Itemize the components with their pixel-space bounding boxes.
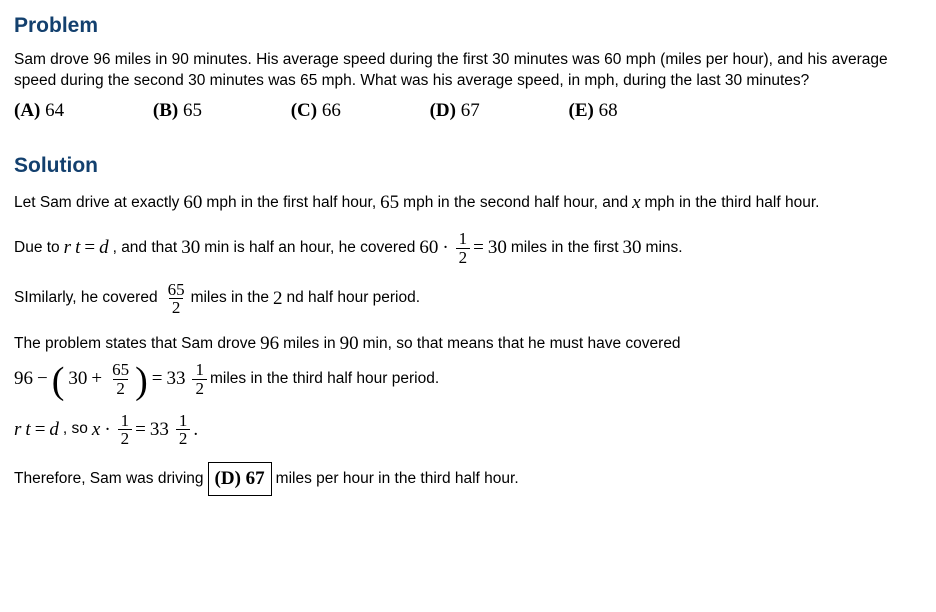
answer-choices: (A) 64 (B) 65 (C) 66 (D) 67 (E) 68 — [14, 98, 922, 124]
solution-line-1: Let Sam drive at exactly 60 mph in the f… — [14, 190, 922, 216]
boxed-answer: (D) 67 — [208, 462, 272, 496]
solution-line-2: Due to rt = d , and that 30 min is half … — [14, 230, 922, 267]
solution-line-4b: 96 − ( 30 + 65 2 ) = 33 1 2 miles in the… — [14, 361, 922, 398]
lparen: ( — [52, 364, 65, 398]
rparen: ) — [135, 364, 148, 398]
solution-heading: Solution — [14, 152, 922, 180]
solution-line-4a: The problem states that Sam drove 96 mil… — [14, 331, 922, 357]
choice-e: (E) 68 — [569, 100, 660, 121]
choice-a: (A) 64 — [14, 100, 106, 121]
fraction: 65 2 — [165, 281, 188, 318]
solution-line-5: rt = d , so x · 1 2 = 33 1 2 . — [14, 412, 922, 449]
solution-line-3: SImilarly, he covered 65 2 miles in the … — [14, 281, 922, 318]
fraction: 65 2 — [109, 361, 132, 398]
problem-text: Sam drove 96 miles in 90 minutes. His av… — [14, 50, 922, 92]
fraction: 1 2 — [118, 412, 133, 449]
solution-line-6: Therefore, Sam was driving (D) 67 miles … — [14, 462, 922, 496]
choice-d: (D) 67 — [430, 100, 522, 121]
fraction: 1 2 — [176, 412, 191, 449]
choice-c: (C) 66 — [291, 100, 383, 121]
fraction: 1 2 — [456, 230, 471, 267]
choice-b: (B) 65 — [153, 100, 244, 121]
fraction: 1 2 — [192, 361, 207, 398]
problem-heading: Problem — [14, 12, 922, 40]
